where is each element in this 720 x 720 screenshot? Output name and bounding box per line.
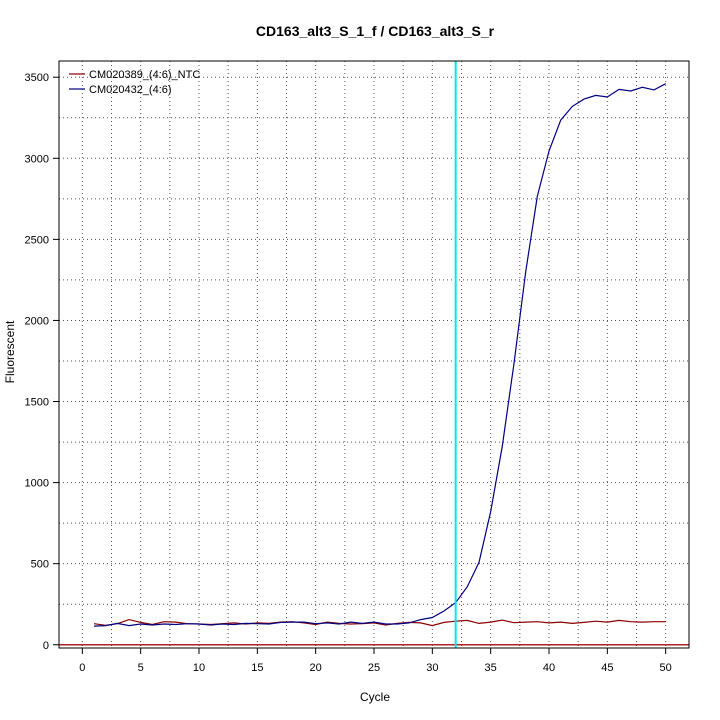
y-tick-label: 0 — [43, 640, 49, 652]
x-tick-label: 35 — [485, 662, 497, 674]
x-tick-label: 25 — [368, 662, 380, 674]
x-axis: 0 5 10 15 20 25 30 35 40 45 50 — [79, 648, 672, 674]
y-tick-label: 500 — [31, 559, 49, 571]
x-tick-label: 30 — [426, 662, 438, 674]
legend-label-2: CM020432_(4:6) — [89, 84, 172, 96]
legend-label-1: CM020389_(4:6)_NTC — [89, 69, 200, 81]
y-tick-label: 1000 — [25, 478, 49, 490]
x-tick-label: 40 — [543, 662, 555, 674]
x-tick-label: 20 — [310, 662, 322, 674]
y-tick-label: 3500 — [25, 72, 49, 84]
series-layer — [93, 83, 666, 627]
x-tick-label: 45 — [601, 662, 613, 674]
y-axis-label: Fluorescent — [3, 320, 17, 383]
x-axis-label: Cycle — [360, 690, 390, 704]
series-line-2 — [93, 83, 666, 627]
y-tick-label: 1500 — [25, 397, 49, 409]
threshold-layer — [59, 61, 689, 648]
y-axis: 0 500 1000 1500 2000 2500 3000 3500 — [25, 72, 59, 652]
chart-title: CD163_alt3_S_1_f / CD163_alt3_S_r — [256, 23, 495, 39]
y-tick-label: 2000 — [25, 315, 49, 327]
x-tick-label: 10 — [193, 662, 205, 674]
grid-lines — [59, 61, 689, 648]
legend: CM020389_(4:6)_NTC CM020432_(4:6) — [69, 69, 200, 96]
y-tick-label: 3000 — [25, 153, 49, 165]
y-tick-label: 2500 — [25, 234, 49, 246]
x-tick-label: 50 — [660, 662, 672, 674]
x-tick-label: 5 — [138, 662, 144, 674]
x-tick-label: 15 — [251, 662, 263, 674]
x-tick-label: 0 — [79, 662, 85, 674]
